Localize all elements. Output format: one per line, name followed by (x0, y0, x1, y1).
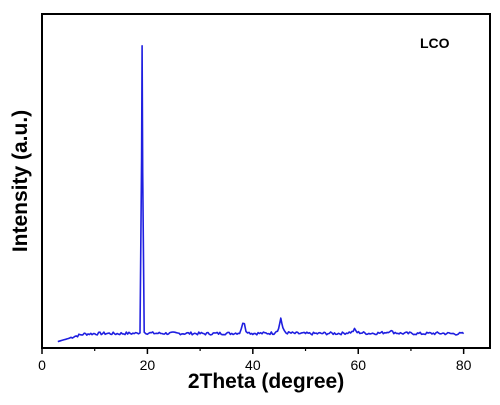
x-axis-tick-labels: 0 20 40 60 80 (38, 357, 472, 373)
x-tick-label-40: 40 (245, 357, 261, 373)
x-axis-ticks (41, 348, 465, 354)
x-tick-label-80: 80 (456, 357, 472, 373)
plot-frame (41, 13, 491, 349)
y-axis-title: Intensity (a.u.) (9, 110, 32, 252)
x-axis-title: 2Theta (degree) (188, 370, 344, 393)
series-line-lco (57, 44, 465, 343)
x-tick-label-20: 20 (140, 357, 156, 373)
x-tick-label-0: 0 (38, 357, 46, 373)
legend-label: LCO (420, 35, 450, 51)
x-tick-label-60: 60 (350, 357, 366, 373)
